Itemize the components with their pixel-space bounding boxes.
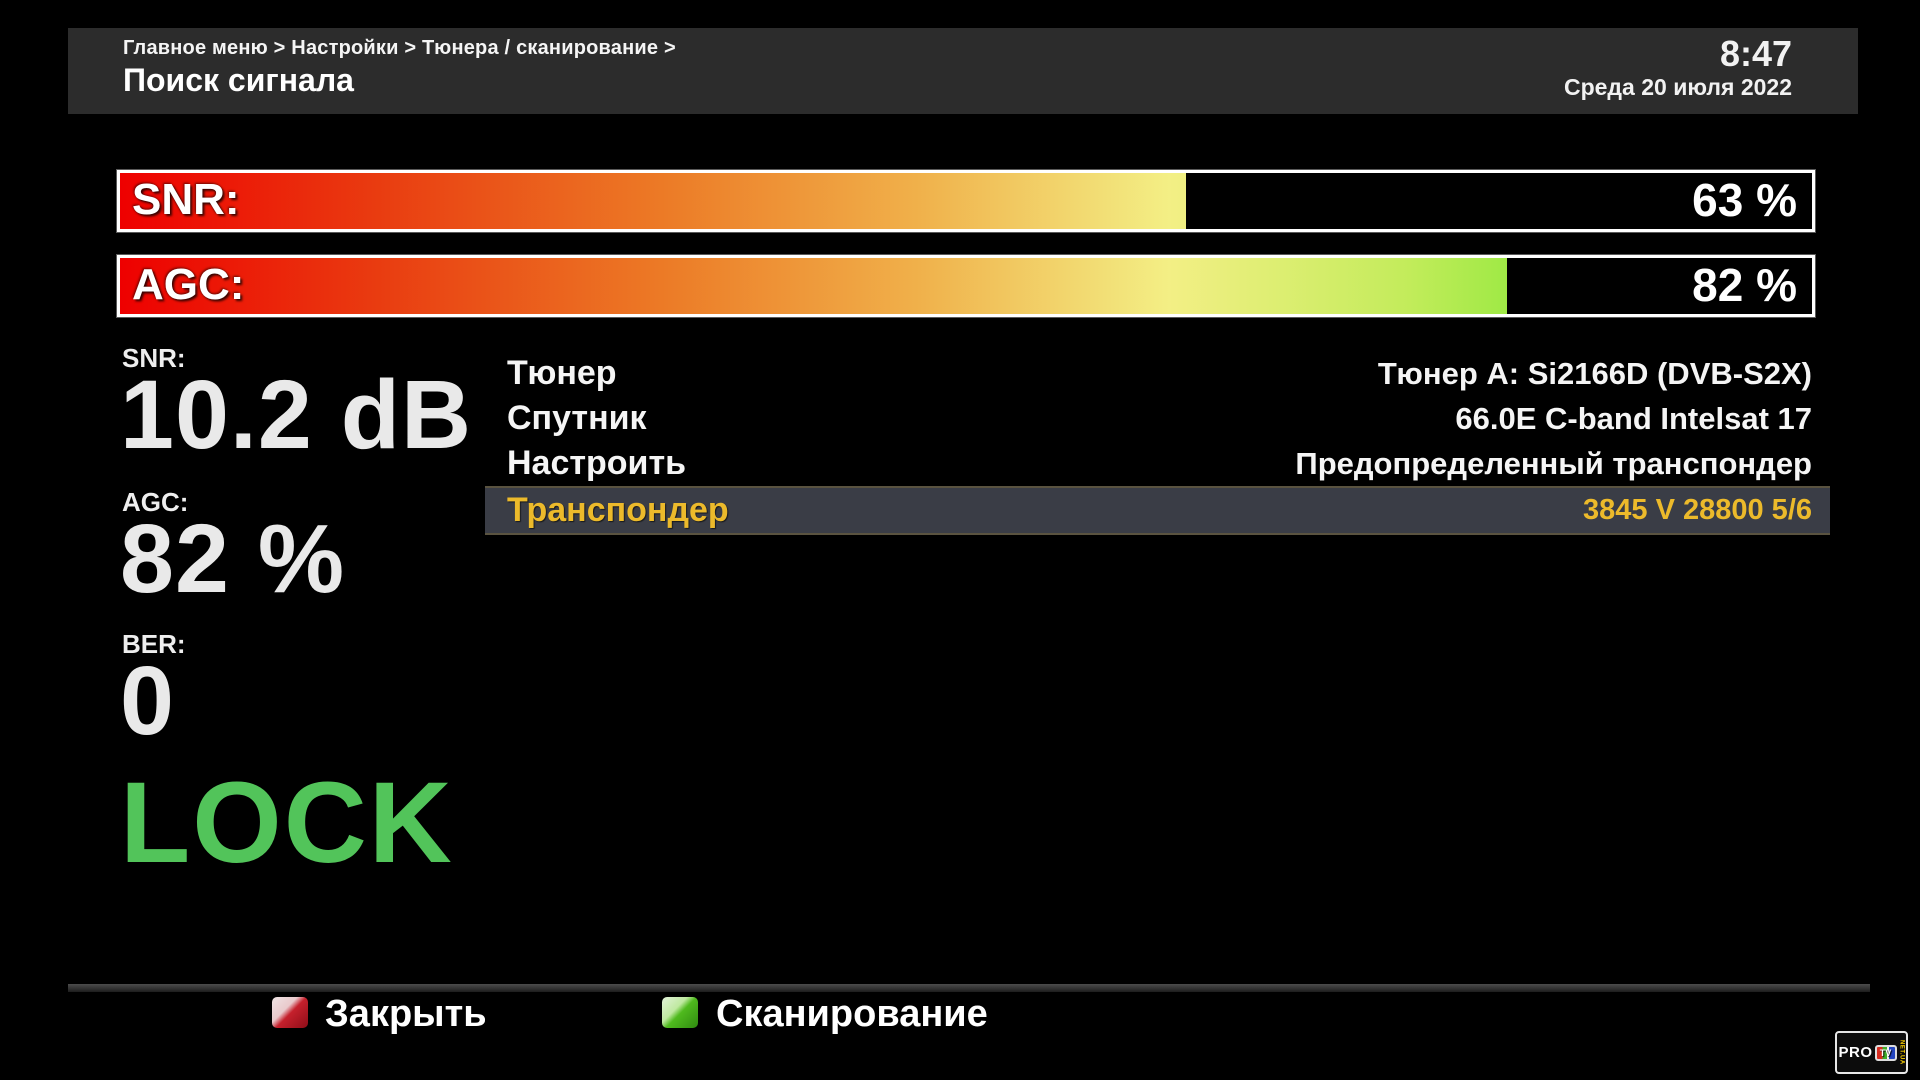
agc-bar-value: 82 % xyxy=(1692,258,1797,311)
clock-date: Среда 20 июля 2022 xyxy=(1563,74,1792,100)
menu-row-label: Транспондер xyxy=(507,491,729,529)
snr-stat-value: 10.2 dB xyxy=(120,360,473,469)
menu-row-label: Настроить xyxy=(507,444,687,482)
snr-progress-empty xyxy=(1185,173,1812,229)
menu-row-tuner[interactable]: Тюнер Тюнер A: Si2166D (DVB-S2X) xyxy=(485,351,1830,396)
snr-stat-label: SNR: xyxy=(122,343,186,373)
snr-bar-value: 63 % xyxy=(1692,173,1797,226)
ber-stat-label: BER: xyxy=(122,629,186,659)
menu-row-label: Тюнер xyxy=(507,354,617,392)
scan-button[interactable]: Сканирование xyxy=(716,993,988,1035)
footer-separator xyxy=(68,984,1870,992)
agc-progress-bar: AGC: 82 % xyxy=(117,255,1815,317)
menu-row-value: Предопределенный транспондер xyxy=(1295,445,1812,481)
agc-stat-value: 82 % xyxy=(120,504,346,613)
clock-time: 8:47 xyxy=(1719,33,1792,74)
logo-tv-text: TV xyxy=(1879,1047,1892,1058)
clock: 8:47 Среда 20 июля 2022 xyxy=(1563,33,1792,101)
menu-row-satellite[interactable]: Спутник 66.0E C-band Intelsat 17 xyxy=(485,396,1830,441)
tuner-settings-menu: Тюнер Тюнер A: Si2166D (DVB-S2X) Спутник… xyxy=(485,351,1830,535)
agc-stat-label: AGC: xyxy=(122,487,189,517)
snr-bar-label: SNR: xyxy=(132,175,240,224)
header-panel: Главное меню > Настройки > Тюнера / скан… xyxy=(68,28,1858,114)
agc-progress-empty xyxy=(1507,258,1812,314)
snr-progress-bar: SNR: 63 % xyxy=(117,170,1815,232)
page-title: Поиск сигнала xyxy=(123,62,354,98)
close-button[interactable]: Закрыть xyxy=(325,993,487,1035)
tv-icon: TV xyxy=(1874,1044,1897,1061)
ber-stat-value: 0 xyxy=(120,646,175,755)
menu-row-value: Тюнер A: Si2166D (DVB-S2X) xyxy=(1377,355,1812,391)
breadcrumb: Главное меню > Настройки > Тюнера / скан… xyxy=(123,37,676,59)
red-key-icon[interactable] xyxy=(272,997,308,1028)
logo-netua-text: NET.UA xyxy=(1898,1040,1905,1065)
green-key-icon[interactable] xyxy=(662,997,698,1028)
menu-row-value: 3845 V 28800 5/6 xyxy=(1583,494,1812,526)
menu-row-label: Спутник xyxy=(507,399,647,437)
agc-bar-label: AGC: xyxy=(132,260,245,309)
lock-status: LOCK xyxy=(120,759,454,887)
menu-row-transponder-selected[interactable]: Транспондер 3845 V 28800 5/6 xyxy=(485,486,1830,535)
logo-pro-text: PRO xyxy=(1838,1044,1873,1061)
protv-logo: PRO TV NET.UA xyxy=(1835,1031,1908,1074)
menu-row-value: 66.0E C-band Intelsat 17 xyxy=(1455,400,1812,436)
menu-row-configure[interactable]: Настроить Предопределенный транспондер xyxy=(485,441,1830,486)
